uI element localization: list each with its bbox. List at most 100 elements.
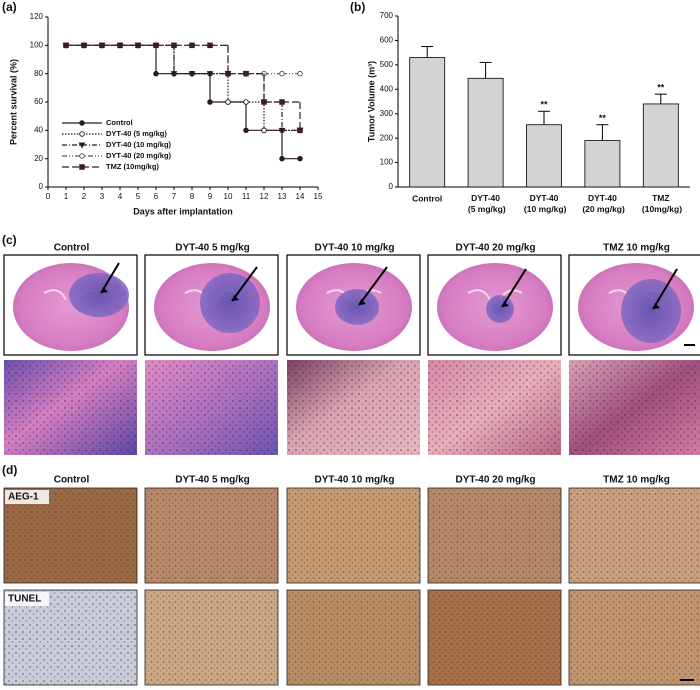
x-tick-label: 14	[296, 192, 305, 201]
marker	[279, 99, 285, 105]
brain-image	[568, 254, 700, 356]
x-tick-label: 4	[118, 192, 123, 201]
x-tick-label: 0	[46, 192, 51, 201]
brain-image	[286, 254, 421, 356]
arrow	[231, 266, 258, 302]
x-tick-label: TMZ (10mg/kg)	[640, 193, 683, 214]
row-label-bg	[5, 490, 49, 504]
x-tick-label: 2	[82, 192, 87, 201]
ihc-texture	[287, 590, 420, 685]
axis-title: Percent survival (%)	[8, 59, 18, 145]
arrow	[501, 268, 527, 308]
marker	[278, 127, 286, 134]
y-tick-label: 500	[380, 60, 394, 69]
row-label: AEG-1	[8, 492, 39, 503]
x-tick-label: 9	[208, 192, 213, 201]
column-header: TMZ 10 mg/kg	[603, 475, 670, 486]
y-tick-label: 80	[34, 69, 43, 78]
histology-texture	[569, 360, 700, 455]
panel-label: (c)	[2, 233, 17, 247]
ihc-texture	[569, 488, 700, 583]
legend-label: TMZ (10mg/kg)	[106, 162, 159, 171]
x-tick-label: DYT-40 (5 mg/kg)	[466, 193, 506, 214]
x-tick-label: DYT-40 (20 mg/kg)	[580, 193, 625, 214]
tumor-region	[200, 273, 260, 333]
legend-marker	[79, 164, 85, 170]
x-tick-label: 7	[172, 192, 177, 201]
marker	[171, 42, 177, 49]
row-label: TUNEL	[8, 594, 41, 605]
arrow-head	[653, 303, 660, 309]
marker	[297, 70, 303, 77]
significance-label: **	[657, 83, 665, 93]
significance-label: **	[540, 100, 548, 110]
marker	[297, 127, 303, 134]
tumor-region	[69, 273, 129, 317]
marker	[189, 42, 195, 49]
ihc-texture	[428, 488, 561, 583]
legend-marker	[79, 153, 85, 159]
x-tick-label: 10	[224, 192, 233, 201]
y-tick-label: 40	[34, 125, 43, 134]
bar	[526, 124, 562, 188]
marker	[188, 71, 196, 78]
arrow-head	[232, 295, 239, 301]
marker	[81, 42, 87, 49]
marker	[207, 99, 213, 105]
ihc-texture	[428, 590, 561, 685]
marker	[153, 70, 159, 77]
arrow	[652, 268, 678, 310]
bar	[642, 103, 679, 188]
arrow	[358, 266, 388, 306]
histology-texture	[428, 360, 561, 455]
column-header: DYT-40 10 mg/kg	[314, 243, 394, 254]
legend-label: DYT-40 (10 mg/kg)	[106, 140, 172, 149]
column-header: TMZ 10 mg/kg	[603, 243, 670, 254]
x-tick-label: DYT-40 (10 mg/kg)	[522, 193, 567, 214]
brain-image	[144, 254, 279, 356]
marker	[261, 127, 267, 134]
legend-label: DYT-40 (5 mg/kg)	[106, 129, 167, 138]
marker	[206, 71, 214, 78]
histology-texture	[4, 360, 137, 455]
legend-marker	[79, 131, 85, 137]
legend-marker	[78, 142, 86, 149]
arrow-head	[101, 287, 108, 293]
marker	[207, 42, 213, 49]
histology-texture	[287, 360, 420, 455]
x-tick-label: 13	[278, 192, 287, 201]
column-header: DYT-40 20 mg/kg	[455, 475, 535, 486]
column-header: DYT-40 20 mg/kg	[455, 243, 535, 254]
y-tick-label: 400	[380, 84, 394, 93]
marker	[135, 42, 141, 49]
tumor-region	[621, 279, 681, 343]
marker	[117, 42, 123, 49]
bar	[467, 77, 504, 188]
x-tick-label: 15	[314, 192, 323, 201]
axis-title: Tumor Volume (m³)	[366, 61, 376, 142]
x-tick-label: Control	[412, 193, 442, 203]
x-tick-label: 5	[136, 192, 141, 201]
y-tick-label: 60	[34, 97, 43, 106]
panel-label: (b)	[350, 0, 365, 14]
arrow-head	[502, 301, 509, 307]
tumor-region	[335, 289, 379, 325]
x-tick-label: 11	[242, 192, 251, 201]
ihc-texture	[287, 488, 420, 583]
marker	[170, 71, 178, 78]
ihc-texture	[145, 488, 278, 583]
tumor-region	[486, 295, 514, 323]
histology-texture	[145, 360, 278, 455]
legend-marker	[79, 120, 85, 126]
x-tick-label: 3	[100, 192, 105, 201]
y-tick-label: 0	[39, 182, 44, 191]
y-tick-label: 200	[380, 133, 394, 142]
ihc-texture	[145, 590, 278, 685]
ihc-texture	[569, 590, 700, 685]
marker	[63, 42, 69, 49]
column-header: DYT-40 5 mg/kg	[175, 243, 249, 254]
marker	[153, 42, 159, 49]
marker	[99, 42, 105, 49]
column-header: Control	[54, 243, 90, 254]
